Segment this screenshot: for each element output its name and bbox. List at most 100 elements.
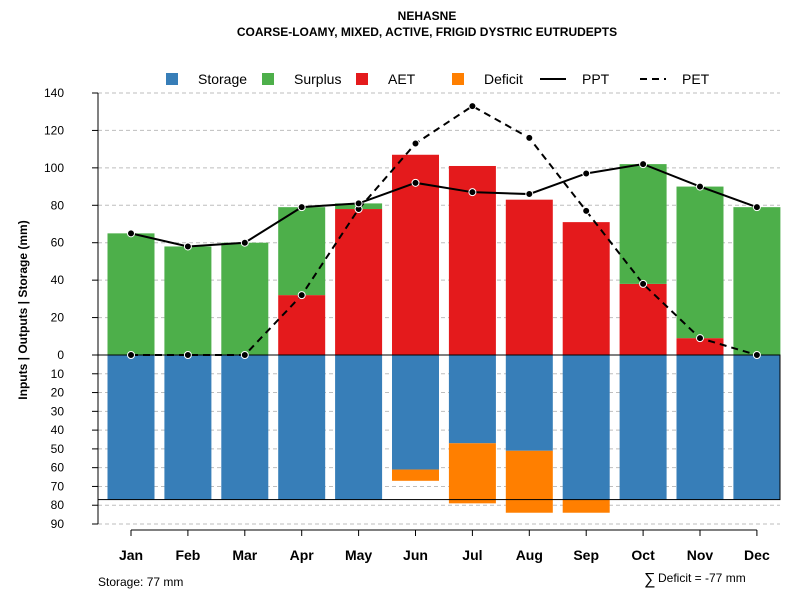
bars bbox=[107, 154, 781, 513]
pet-point bbox=[297, 291, 306, 300]
y-tick-label: 100 bbox=[44, 161, 64, 175]
storage-bar bbox=[107, 355, 155, 500]
ppt-point bbox=[752, 203, 761, 212]
deficit-bar bbox=[562, 499, 610, 513]
surplus-bar bbox=[164, 246, 212, 355]
pet-point bbox=[240, 351, 249, 359]
y-tick-label: 120 bbox=[44, 123, 64, 137]
y-tick-label: 140 bbox=[44, 86, 64, 100]
x-tick-label: Jan bbox=[119, 547, 143, 563]
ppt-point bbox=[127, 229, 135, 238]
axes: 0 20 40 60 80 100 120 140 10 20 30 40 50 60 70 80 90 Jan F… bbox=[44, 86, 770, 563]
aet-bar bbox=[562, 222, 610, 355]
storage-bar bbox=[221, 355, 269, 500]
legend-swatch-storage bbox=[166, 73, 178, 85]
aet-bar bbox=[278, 295, 326, 355]
pet-point bbox=[127, 351, 135, 359]
legend-label-ppt: PPT bbox=[582, 71, 610, 87]
ppt-point bbox=[183, 242, 192, 251]
legend-swatch-deficit bbox=[452, 73, 464, 85]
ppt-point bbox=[354, 199, 363, 208]
x-tick-label: Dec bbox=[744, 547, 770, 563]
y-tick-label: 60 bbox=[51, 236, 65, 250]
x-tick-label: Oct bbox=[631, 547, 655, 563]
storage-bar bbox=[733, 355, 781, 500]
pet-point bbox=[752, 351, 761, 359]
ppt-point bbox=[639, 160, 648, 169]
ppt-point bbox=[525, 190, 534, 199]
legend-label-pet: PET bbox=[682, 71, 710, 87]
legend-label-aet: AET bbox=[388, 71, 416, 87]
aet-bar bbox=[619, 283, 667, 355]
surplus-bar bbox=[221, 242, 269, 355]
legend-swatch-aet bbox=[356, 73, 368, 85]
y-tick-label: 80 bbox=[51, 498, 65, 512]
storage-bar bbox=[278, 355, 326, 500]
aet-bar bbox=[335, 209, 383, 355]
aet-bar bbox=[505, 199, 553, 355]
storage-bar bbox=[676, 355, 724, 500]
storage-bar bbox=[505, 355, 553, 451]
y-tick-label: 70 bbox=[51, 479, 65, 493]
ppt-line bbox=[130, 163, 758, 248]
pet-point bbox=[411, 139, 420, 148]
y-tick-label: 40 bbox=[51, 273, 65, 287]
pet-line bbox=[131, 104, 758, 356]
y-axis-label: Inputs | Outputs | Storage (mm) bbox=[16, 220, 30, 399]
y-tick-label: 50 bbox=[51, 442, 65, 456]
x-tick-label: Jun bbox=[403, 547, 428, 563]
ppt-point bbox=[297, 203, 306, 212]
storage-bar bbox=[448, 355, 496, 444]
y-tick-label: 30 bbox=[51, 404, 65, 418]
x-tick-label: Mar bbox=[232, 547, 257, 563]
chart-title: NEHASNE bbox=[398, 9, 457, 23]
y-tick-label: 40 bbox=[51, 423, 65, 437]
legend-swatch-surplus bbox=[262, 73, 274, 85]
deficit-bar bbox=[505, 450, 553, 513]
legend-label-deficit: Deficit bbox=[484, 71, 523, 87]
x-tick-label: Apr bbox=[290, 547, 315, 563]
surplus-bar bbox=[619, 164, 667, 284]
deficit-footer: Deficit = -77 mm bbox=[658, 571, 746, 585]
y-tick-label: 20 bbox=[51, 311, 65, 325]
surplus-bar bbox=[733, 207, 781, 355]
ppt-point bbox=[468, 188, 477, 197]
pet-point bbox=[468, 102, 477, 111]
y-tick-label: 20 bbox=[51, 386, 65, 400]
lines bbox=[97, 102, 781, 501]
y-tick-label: 80 bbox=[51, 198, 65, 212]
y-tick-label: 0 bbox=[57, 348, 64, 362]
chart-subtitle: COARSE-LOAMY, MIXED, ACTIVE, FRIGID DYST… bbox=[237, 25, 617, 39]
x-tick-label: Aug bbox=[516, 547, 543, 563]
deficit-bar bbox=[392, 469, 439, 481]
storage-bar bbox=[335, 355, 383, 500]
storage-footer: Storage: 77 mm bbox=[98, 575, 183, 589]
storage-bar bbox=[164, 355, 212, 500]
x-tick-label: Nov bbox=[687, 547, 714, 563]
ppt-point bbox=[696, 182, 704, 191]
storage-bar bbox=[619, 355, 667, 500]
legend-label-storage: Storage bbox=[198, 71, 247, 87]
surplus-bar bbox=[278, 207, 326, 296]
ppt-point bbox=[582, 169, 591, 178]
x-tick-label: May bbox=[345, 547, 372, 563]
legend-label-surplus: Surplus bbox=[294, 71, 341, 87]
ppt-point bbox=[411, 178, 420, 187]
storage-bar bbox=[562, 355, 610, 500]
aet-bar bbox=[448, 165, 496, 355]
pet-point bbox=[696, 334, 704, 343]
pet-point bbox=[639, 279, 648, 288]
legend: Storage Surplus AET Deficit PPT PET bbox=[166, 71, 710, 87]
ppt-point bbox=[240, 238, 249, 247]
storage-bar bbox=[392, 355, 439, 470]
y-tick-label: 10 bbox=[51, 367, 65, 381]
y-tick-label: 60 bbox=[51, 461, 65, 475]
x-tick-label: Jul bbox=[462, 547, 482, 563]
x-tick-label: Feb bbox=[175, 547, 200, 563]
pet-point bbox=[582, 206, 591, 215]
pet-point bbox=[525, 133, 534, 142]
surplus-bar bbox=[676, 186, 724, 339]
deficit-bar bbox=[448, 443, 496, 504]
y-tick-label: 90 bbox=[51, 517, 65, 531]
